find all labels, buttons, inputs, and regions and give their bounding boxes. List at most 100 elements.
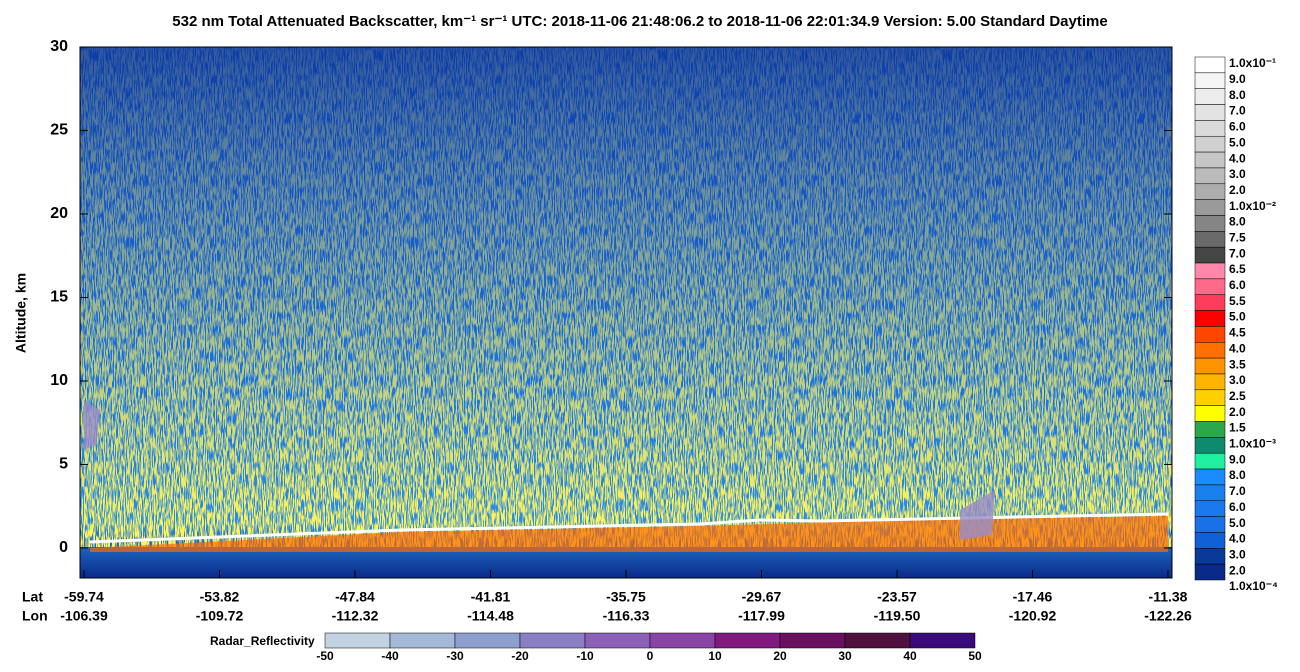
colorbar-label: 5.0 [1229, 135, 1246, 149]
colorbar-label: 5.0 [1229, 516, 1246, 530]
lon-label: -122.26 [1144, 608, 1192, 624]
colorbar-label: 1.0x10⁻³ [1229, 437, 1276, 451]
lat-label: -35.75 [606, 589, 646, 605]
radar-tick-label: 40 [903, 649, 917, 663]
lon-label: -116.33 [603, 608, 650, 624]
colorbar-label: 6.0 [1229, 278, 1246, 292]
radar-box [779, 632, 846, 649]
radar-box [584, 632, 651, 649]
radar-box [649, 632, 716, 649]
y-tick-label: 15 [50, 289, 68, 306]
colorbar-label: 6.0 [1229, 500, 1246, 514]
colorbar-label: 1.0x10⁻² [1229, 199, 1276, 213]
radar-tick-label: 0 [647, 649, 654, 663]
lat-label: -11.38 [1149, 589, 1188, 605]
colorbar-label: 1.0x10⁻¹ [1229, 56, 1276, 70]
radar-tick-label: -10 [576, 649, 594, 663]
colorbar-box [1194, 199, 1226, 216]
colorbar-label: 6.5 [1229, 262, 1246, 276]
lat-label: -17.46 [1013, 589, 1053, 605]
lon-label: -119.50 [874, 608, 921, 624]
colorbar-label: 2.0 [1229, 563, 1246, 577]
colorbar-box [1194, 135, 1226, 153]
colorbar-box [1194, 500, 1226, 517]
colorbar-label: 4.0 [1229, 532, 1246, 546]
colorbar-label: 2.0 [1229, 405, 1246, 419]
colorbar-box [1194, 262, 1226, 280]
lon-label: -114.48 [467, 608, 514, 624]
radar-tick-label: -20 [511, 649, 529, 663]
radar-box [389, 632, 456, 649]
lon-label: -112.32 [332, 608, 379, 624]
colorbar-box [1194, 468, 1226, 486]
colorbar-label: 3.0 [1229, 547, 1246, 561]
colorbar-box [1194, 231, 1226, 248]
lat-label: -41.81 [471, 589, 511, 605]
colorbar-box [1194, 452, 1226, 470]
colorbar-label: 2.0 [1229, 183, 1246, 197]
colorbar-label: 9.0 [1229, 72, 1246, 86]
x-row-label: Lat [22, 589, 43, 605]
colorbar-box [1194, 437, 1226, 454]
colorbar-label: 3.5 [1229, 357, 1246, 371]
x-row-label: Lon [22, 608, 48, 624]
colorbar-box [1194, 405, 1226, 422]
colorbar-box [1194, 548, 1226, 565]
colorbar-box [1194, 167, 1226, 185]
y-tick-label: 25 [50, 122, 68, 139]
radar-tick-label: 30 [838, 649, 852, 663]
surface-layer [90, 516, 1168, 552]
colorbar-box [1194, 389, 1226, 406]
radar-box [324, 632, 391, 649]
colorbar-label: 5.0 [1229, 310, 1246, 324]
colorbar-box [1194, 88, 1226, 105]
colorbar-label: 8.0 [1229, 468, 1246, 482]
lat-label: -53.82 [200, 589, 240, 605]
lon-label: -120.92 [1009, 608, 1057, 624]
colorbar-label: 7.0 [1229, 484, 1246, 498]
radar-tick-label: 10 [708, 649, 722, 663]
radar-echo [960, 490, 995, 540]
colorbar-label: 8.0 [1229, 88, 1246, 102]
colorbar-box [1194, 215, 1226, 232]
lat-label: -23.57 [877, 589, 917, 605]
colorbar-label: 4.0 [1229, 151, 1246, 165]
colorbar-label: 5.5 [1229, 294, 1246, 308]
colorbar-box [1194, 357, 1226, 375]
colorbar-box [1194, 532, 1226, 549]
y-tick-label: 0 [59, 539, 68, 556]
colorbar-label: 4.0 [1229, 341, 1246, 355]
colorbar-label: 4.5 [1229, 326, 1246, 340]
colorbar-label: 7.0 [1229, 104, 1246, 118]
radar-label: Radar_Reflectivity [210, 634, 315, 648]
colorbar-box [1194, 516, 1226, 533]
radar-tick-label: 20 [773, 649, 787, 663]
colorbar-label: 3.0 [1229, 373, 1246, 387]
colorbar-box [1194, 246, 1226, 264]
radar-tick-label: -50 [316, 649, 334, 663]
y-axis-label: Altitude, km [13, 273, 29, 353]
colorbar-box [1194, 563, 1226, 581]
colorbar-label: 1.0x10⁻⁴ [1229, 579, 1278, 593]
colorbar-box [1194, 183, 1226, 200]
colorbar-box [1194, 278, 1226, 295]
lon-label: -106.39 [60, 608, 108, 624]
lat-label: -59.74 [64, 589, 104, 605]
colorbar-box [1194, 72, 1226, 89]
colorbar-label: 7.0 [1229, 246, 1246, 260]
y-tick-label: 5 [59, 456, 68, 473]
colorbar-label: 2.5 [1229, 389, 1246, 403]
lat-label: -29.67 [742, 589, 782, 605]
chart-title: 532 nm Total Attenuated Backscatter, km⁻… [172, 13, 1107, 30]
radar-tick-label: -40 [381, 649, 399, 663]
colorbar-label: 3.0 [1229, 167, 1246, 181]
colorbar-label: 1.5 [1229, 421, 1246, 435]
radar-box [454, 632, 521, 649]
colorbar-box [1194, 120, 1226, 137]
colorbar-label: 8.0 [1229, 215, 1246, 229]
colorbar-box [1194, 56, 1226, 74]
colorbar-box [1194, 151, 1226, 169]
colorbar-box [1194, 294, 1226, 311]
colorbar-box [1194, 326, 1226, 343]
colorbar-label: 9.0 [1229, 452, 1246, 466]
